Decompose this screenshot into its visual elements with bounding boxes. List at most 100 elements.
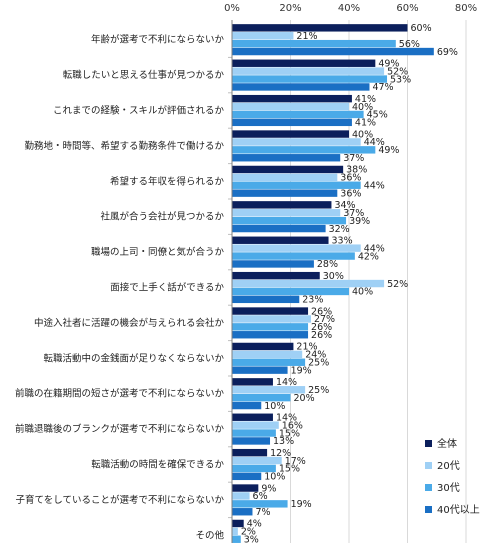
data-label: 21% (296, 31, 317, 42)
data-label: 49% (378, 58, 399, 69)
data-label: 45% (367, 110, 388, 121)
data-label: 40% (352, 102, 373, 113)
data-label: 19% (291, 499, 312, 510)
bar (232, 181, 361, 189)
data-label: 26% (311, 306, 332, 317)
bar (232, 508, 253, 516)
category-label: 中途入社者に活躍の機会が与えられる会社か (34, 317, 225, 329)
bar (232, 39, 396, 48)
data-label: 21% (296, 342, 317, 353)
legend-swatch (425, 440, 432, 447)
bar (232, 331, 309, 339)
data-label: 52% (387, 66, 408, 77)
data-label: 39% (349, 216, 370, 227)
category-label: 勤務地・時間等、希望する勤務条件で働けるか (24, 140, 224, 152)
data-label: 14% (276, 412, 297, 423)
bar (232, 216, 347, 225)
data-label: 41% (355, 118, 376, 129)
category-label: 社風が合う会社が見つかるか (100, 211, 224, 223)
data-label: 25% (308, 385, 329, 396)
bar (232, 83, 370, 91)
data-label: 26% (311, 322, 332, 333)
bar (232, 67, 385, 75)
data-label: 14% (276, 377, 297, 388)
data-label: 32% (329, 224, 350, 235)
data-label: 44% (364, 180, 385, 191)
data-label: 23% (302, 295, 323, 306)
data-label: 33% (332, 235, 353, 246)
data-label: 38% (346, 165, 367, 176)
bar (232, 378, 273, 386)
bar (232, 138, 361, 146)
data-label: 49% (378, 145, 399, 156)
bar (232, 260, 314, 268)
category-label: 前職の在籍期間の短さが選考で不利にならないか (15, 388, 225, 400)
bar (232, 307, 309, 315)
data-label: 26% (311, 330, 332, 341)
bar (232, 295, 300, 304)
data-label: 7% (255, 507, 270, 518)
data-label: 16% (282, 420, 303, 431)
category-label: 職場の上司・同僚と気が合うか (91, 246, 225, 258)
data-label: 36% (340, 173, 361, 184)
x-tick-label: 0% (224, 3, 240, 14)
legend-swatch (425, 484, 432, 491)
bar (232, 287, 349, 296)
legend-label: 40代以上 (437, 504, 480, 516)
x-tick-label: 40% (338, 3, 360, 14)
data-label: 69% (437, 47, 458, 58)
data-label: 47% (372, 82, 393, 93)
category-label: 転職活動の時間を確保できるか (91, 459, 224, 471)
data-label: 42% (358, 251, 379, 262)
data-label: 37% (343, 208, 364, 219)
category-label: その他 (195, 529, 224, 541)
data-label: 30% (323, 271, 344, 282)
data-label: 40% (352, 129, 373, 140)
bar (232, 94, 352, 103)
data-label: 19% (291, 365, 312, 376)
category-label: 年齢が選考で不利にならないか (91, 34, 225, 46)
bar (232, 386, 306, 394)
data-label: 10% (264, 401, 285, 412)
data-label: 52% (387, 279, 408, 290)
data-label: 36% (340, 188, 361, 199)
bar (232, 492, 250, 500)
legend-swatch (425, 506, 432, 513)
data-label: 44% (364, 137, 385, 148)
bar (232, 342, 294, 351)
data-label: 40% (352, 287, 373, 298)
bar (232, 201, 332, 209)
bar (232, 519, 244, 528)
bar (232, 118, 352, 127)
data-label: 6% (253, 491, 268, 502)
bar (232, 244, 361, 252)
category-label: これまでの経験・スキルが評価されるか (53, 105, 225, 117)
data-label: 25% (308, 357, 329, 368)
x-tick-label: 60% (396, 3, 418, 14)
data-label: 37% (343, 153, 364, 164)
bar (232, 24, 408, 32)
bar (232, 236, 329, 244)
bar (232, 413, 273, 421)
data-label: 44% (364, 243, 385, 254)
bar (232, 366, 288, 374)
bar (232, 323, 309, 331)
bar (232, 421, 279, 429)
data-label: 53% (390, 74, 411, 85)
data-label: 4% (247, 519, 262, 530)
bar (232, 59, 376, 67)
category-label: 面接で上手く話ができるか (110, 282, 224, 294)
legend-label: 30代 (437, 482, 460, 494)
bar (232, 527, 238, 536)
data-label: 10% (264, 472, 285, 483)
data-label: 12% (270, 448, 291, 459)
data-label: 60% (411, 23, 432, 34)
bar (232, 464, 276, 473)
bar (232, 32, 294, 40)
data-label: 2% (241, 527, 256, 538)
data-label: 34% (334, 200, 355, 211)
data-label: 13% (273, 436, 294, 447)
bar (232, 535, 241, 543)
